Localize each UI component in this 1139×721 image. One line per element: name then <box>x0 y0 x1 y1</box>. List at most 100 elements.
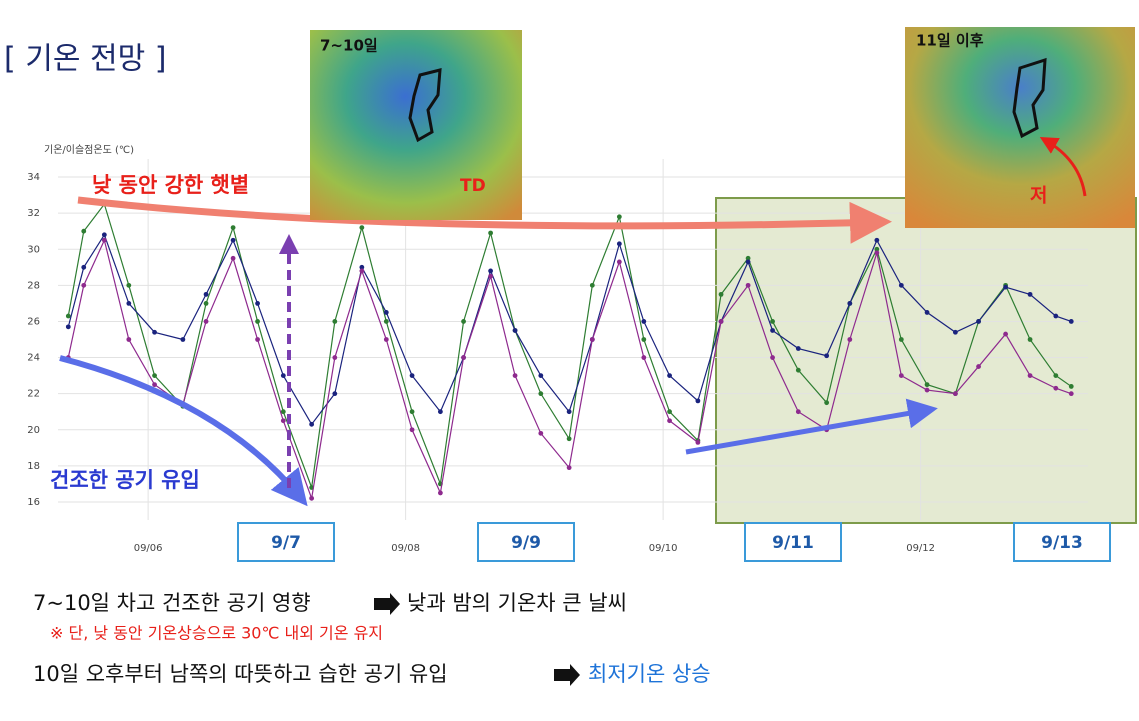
data-point <box>898 282 904 288</box>
data-point <box>589 282 595 288</box>
date-box-label: 9/11 <box>772 533 814 553</box>
data-point <box>641 355 647 360</box>
note-text: 10일 오후부터 남쪽의 따뜻하고 습한 공기 유입 <box>33 662 448 686</box>
data-point <box>795 346 801 351</box>
data-point <box>152 329 157 335</box>
data-point <box>332 391 338 397</box>
data-point <box>152 382 157 388</box>
chart: 기온/이슬점온도 (℃) 16 18 20 22 24 26 28 30 32 34 09/06 09… <box>27 144 1137 554</box>
data-point <box>180 337 186 342</box>
data-point <box>81 228 87 234</box>
data-point <box>667 373 672 378</box>
data-point <box>383 337 389 342</box>
data-point <box>898 337 904 342</box>
data-point <box>280 418 286 424</box>
x-tick-label: 09/12 <box>906 543 935 554</box>
x-tick-label: 09/08 <box>391 543 420 554</box>
data-point <box>1027 337 1033 342</box>
y-tick-label: 16 <box>27 497 40 508</box>
arrow-icon <box>554 664 580 686</box>
data-point <box>718 291 724 297</box>
y-tick-label: 34 <box>27 172 40 183</box>
x-tick-label: 09/10 <box>649 543 678 554</box>
data-point <box>566 465 572 471</box>
data-point <box>383 310 389 315</box>
map-marker: TD <box>460 176 486 196</box>
data-point <box>718 319 724 324</box>
map-label: 11일 이후 <box>916 32 984 50</box>
data-point <box>488 268 493 274</box>
data-point <box>1003 284 1008 290</box>
data-point <box>1053 385 1059 391</box>
data-point <box>538 430 544 436</box>
data-point <box>641 319 647 324</box>
data-point <box>847 337 853 342</box>
data-point <box>126 337 132 342</box>
y-tick-label: 30 <box>27 244 40 255</box>
note-text: 낮과 밤의 기온차 큰 날씨 <box>407 591 627 615</box>
data-point <box>1053 373 1059 378</box>
data-point <box>332 319 338 324</box>
data-point <box>976 364 981 369</box>
map-arrow <box>1039 137 1087 197</box>
data-point <box>280 409 286 415</box>
date-box <box>477 522 575 562</box>
data-point <box>65 324 71 330</box>
notes: 7~10일 차고 건조한 공기 영향 낮과 밤의 기온차 큰 날씨 ※ 단, 낮… <box>33 591 711 686</box>
data-point <box>1027 373 1033 378</box>
data-point <box>824 400 830 406</box>
data-point <box>65 313 71 319</box>
data-point <box>101 237 107 243</box>
data-point <box>203 291 209 297</box>
y-tick-label: 32 <box>27 208 40 219</box>
annotation: 건조한 공기 유입 <box>50 468 200 492</box>
data-point <box>488 273 493 279</box>
data-point <box>616 259 622 265</box>
date-box <box>1013 522 1111 562</box>
data-point <box>538 373 544 378</box>
annotation: 낮 동안 강한 햇볕 <box>92 173 249 197</box>
data-point <box>309 495 315 501</box>
note-text: 최저기온 상승 <box>588 662 711 686</box>
data-point <box>667 409 672 415</box>
data-point <box>230 225 236 230</box>
korea-outline <box>408 68 442 143</box>
trend-arrow <box>685 398 938 455</box>
weather-map <box>310 30 522 220</box>
date-box-label: 9/9 <box>511 533 541 553</box>
data-point <box>437 490 443 496</box>
data-point <box>1053 313 1059 319</box>
data-point <box>874 237 880 243</box>
date-box-label: 9/7 <box>271 533 301 553</box>
data-point <box>1003 331 1008 337</box>
data-point <box>409 373 415 378</box>
date-box <box>237 522 335 562</box>
data-point <box>203 301 209 306</box>
data-point <box>461 355 466 360</box>
data-point <box>1068 384 1074 389</box>
data-point <box>81 264 87 270</box>
data-point <box>126 301 132 306</box>
data-point <box>924 382 930 388</box>
data-point <box>203 319 209 324</box>
data-point <box>770 328 775 333</box>
data-point <box>359 264 365 270</box>
date-box-label: 9/13 <box>1041 533 1083 553</box>
y-tick-label: 22 <box>27 389 40 400</box>
data-point <box>924 387 930 393</box>
data-point <box>512 328 518 333</box>
data-point <box>309 421 315 427</box>
highlight-region <box>715 197 1137 524</box>
overlay: 낮 동안 강한 햇볕 건조한 공기 유입 7~10일 TD 11일 이후 저 <box>50 27 1135 507</box>
data-point <box>461 319 466 324</box>
data-point <box>230 237 236 243</box>
data-point <box>255 301 260 306</box>
data-point <box>566 409 572 415</box>
y-tick-label: 18 <box>27 461 40 472</box>
data-point <box>641 337 647 342</box>
y-tick-label: 20 <box>27 425 40 436</box>
data-point <box>512 373 518 378</box>
note-text: ※ 단, 낮 동안 기온상승으로 30℃ 내외 기온 유지 <box>50 624 383 643</box>
